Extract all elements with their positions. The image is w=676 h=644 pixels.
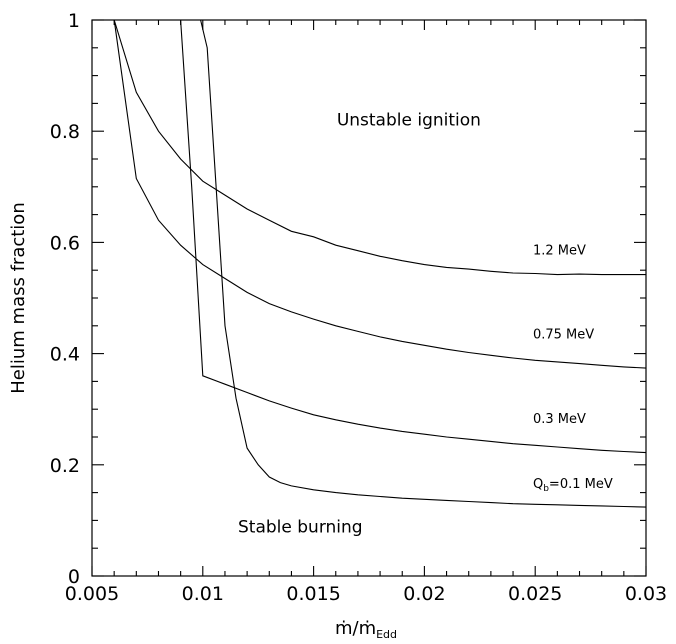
chart-annotation: Stable burning: [238, 518, 363, 538]
x-axis-title-main: ṁ/ṁ: [335, 618, 376, 639]
series-label: Qb=0.1 MeV: [533, 477, 613, 494]
x-tick-label: 0.025: [508, 583, 562, 605]
y-tick-label: 0.8: [50, 121, 80, 143]
y-tick-label: 0.2: [50, 455, 80, 477]
y-tick-label: 0: [68, 566, 80, 588]
x-tick-label: 0.01: [182, 583, 224, 605]
x-tick-label: 0.005: [65, 583, 119, 605]
chart-annotation: Unstable ignition: [337, 111, 481, 131]
x-tick-label: 0.03: [625, 583, 667, 605]
series-line: [200, 19, 647, 508]
x-tick-label: 0.02: [403, 583, 445, 605]
series-line: [180, 19, 647, 454]
x-axis-title-subscript: Edd: [376, 628, 397, 641]
curves: [113, 19, 647, 508]
labels: 0.005 0.01 0.015 0.02 0.025 0.03 0 0.2 0.4 0.6 0.8…: [50, 10, 667, 605]
series-line: [113, 19, 647, 369]
y-tick-label: 0.6: [50, 232, 80, 254]
x-axis-title: ṁ/ṁEdd: [335, 618, 397, 641]
series-label: 1.2 MeV: [533, 244, 586, 259]
series-line: [113, 19, 646, 276]
series-label: 0.75 MeV: [533, 328, 594, 343]
series-label: 0.3 MeV: [533, 412, 586, 427]
axis-ticks: [91, 19, 647, 577]
y-tick-label: 1: [68, 10, 80, 32]
y-tick-label: 0.4: [50, 344, 80, 366]
x-tick-label: 0.015: [286, 583, 340, 605]
y-axis-title: Helium mass fraction: [8, 202, 29, 393]
plot-frame: [91, 19, 647, 577]
